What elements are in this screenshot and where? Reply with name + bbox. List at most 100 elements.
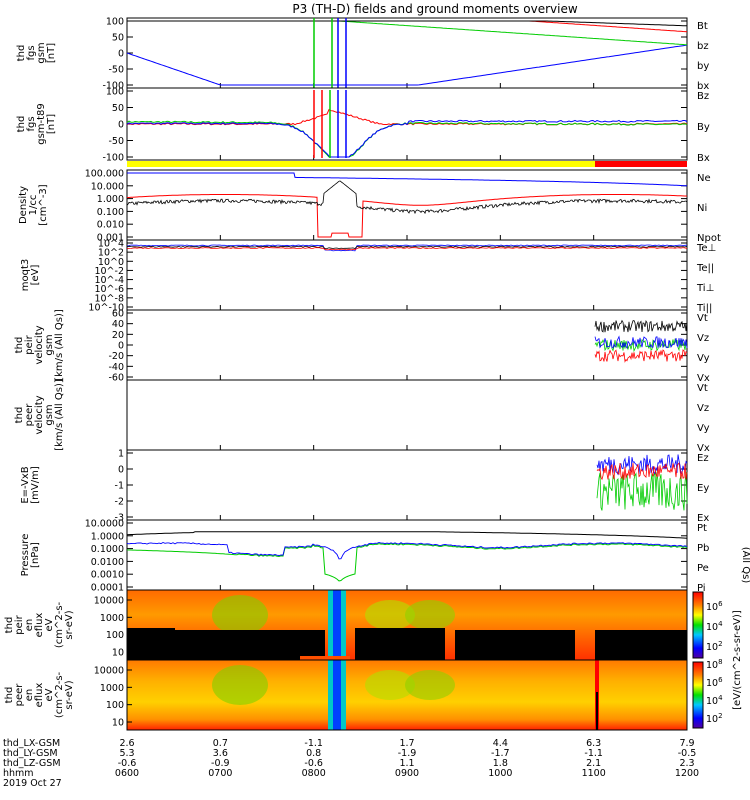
panel-peer_vel: thd peer velocity gsm [km/s (All Qs)] Vt Vz Vy V…	[14, 379, 710, 454]
y-axis-label: [nT]	[46, 114, 57, 134]
y-tick-label: 10^-4	[94, 275, 124, 286]
footer-row-label: thd_LX-GSM	[3, 738, 60, 749]
footer-value: 0700	[208, 768, 232, 779]
flux-region	[405, 670, 455, 700]
colorbar-tick-exp: 8	[718, 658, 722, 666]
y-tick-label: -40	[108, 362, 124, 373]
no-data-region	[127, 628, 175, 660]
y-axis-label: sr-eV)	[64, 610, 75, 639]
series-by	[127, 20, 688, 46]
y-axis-label: Density	[18, 186, 29, 224]
series-Bx	[126, 119, 688, 158]
y-tick-label: -50	[108, 65, 124, 76]
side-label: (All Qs)	[740, 547, 750, 584]
y-tick-label: 100	[106, 87, 124, 98]
panel-frame	[126, 379, 688, 451]
colorbar-tick-exp: 6	[718, 600, 723, 608]
series-bt	[127, 20, 688, 27]
series-Pi	[126, 542, 688, 560]
y-tick-label: 0.1000	[91, 544, 124, 555]
y-tick-label: -20	[108, 351, 124, 362]
flux-region	[365, 670, 415, 700]
flux-region	[212, 665, 268, 705]
legend-entry: Pe	[697, 563, 709, 574]
panel-fgs_minus: 100 50 0 -50 -100 thd fgs gsm-t89 [nT] Bz By Bx	[16, 87, 710, 165]
footer-value: 7.9	[679, 738, 694, 749]
legend-entry: bx	[697, 81, 709, 92]
panel-temperature: 10^410^210^010^-210^-410^-610^-810^-10 mo…	[20, 239, 716, 315]
colorbar-tick: 104	[706, 620, 723, 633]
y-tick-label: -2	[115, 497, 124, 508]
y-tick-label: 10^2	[98, 248, 124, 259]
y-tick-label: 10^4	[98, 239, 124, 250]
colorbar-tick-exp: 4	[718, 694, 723, 702]
y-axis-label: 1/cc	[28, 195, 39, 216]
legend-entry: Te||	[696, 263, 714, 274]
footer-value: 1200	[675, 768, 699, 779]
y-tick-label: 10^-2	[94, 266, 124, 277]
y-axis-label: gsm	[44, 334, 55, 355]
footer-value: -0.9	[211, 758, 230, 769]
y-axis-label: peer	[24, 403, 35, 427]
y-tick-label: 10000	[94, 666, 124, 677]
series-bx	[126, 44, 688, 86]
y-tick-label: 0	[118, 465, 124, 476]
y-axis-label: (cm^2-s-	[54, 601, 65, 648]
footer-value: 2.3	[679, 758, 694, 769]
mode-bar-fast	[595, 161, 687, 167]
footer-value: 1.8	[493, 758, 508, 769]
y-tick-label: -50	[108, 136, 124, 147]
y-tick-label: -100	[102, 153, 124, 164]
panel-frame	[126, 449, 688, 521]
y-axis-label: peir	[14, 614, 25, 634]
y-tick-label: 0	[118, 120, 124, 131]
series-Vx	[594, 335, 688, 350]
y-tick-label: 100	[106, 17, 124, 28]
y-tick-label: 60	[112, 309, 124, 320]
series-Ni	[126, 180, 688, 215]
footer-row-label: thd_LZ-GSM	[3, 758, 61, 769]
footer-value: 3.6	[213, 748, 228, 759]
no-data-region	[355, 628, 445, 660]
series-Vt	[594, 319, 688, 333]
footer-value: -1.1	[584, 748, 603, 759]
footer-value: 1.1	[399, 758, 414, 769]
legend-entry: Vz	[697, 333, 709, 344]
legend-entry: bz	[697, 41, 709, 52]
series-Ez	[596, 462, 688, 481]
y-tick-label: 100	[106, 700, 124, 711]
footer-value: 0.8	[306, 748, 321, 759]
flux-region	[212, 595, 268, 635]
footer-value: 4.4	[493, 738, 508, 749]
y-axis-label: thd	[4, 617, 15, 634]
footer-value: 1000	[488, 768, 512, 779]
colorbar-tick: 106	[706, 676, 723, 689]
y-axis-label: velocity	[34, 395, 45, 434]
y-axis-label: (cm^2-s-	[54, 671, 65, 718]
y-axis-label: [cm^-3]	[38, 184, 49, 225]
footer-value: 2.1	[586, 758, 601, 769]
y-tick-label: 1	[118, 449, 124, 460]
y-tick-label: 10	[112, 648, 124, 659]
colorbar-label: [eV/(cm^2-s-sr-eV)]	[732, 610, 743, 710]
y-axis-label: [nPa]	[30, 542, 41, 568]
y-tick-label: 1.0000	[91, 531, 124, 542]
legend-entry: Ne	[697, 173, 711, 184]
y-axis-label: [km/s (All Qs)]	[54, 379, 65, 451]
footer-value: 1.7	[399, 738, 414, 749]
flux-band-core	[333, 590, 341, 660]
colorbar-tick: 102	[706, 640, 723, 653]
series-Pt	[126, 531, 688, 539]
y-tick-label: -1	[115, 481, 124, 492]
y-tick-label: 20	[112, 330, 124, 341]
flux-band-core	[333, 660, 341, 730]
panel-frame	[126, 17, 688, 89]
legend-entry: Te⊥	[696, 243, 716, 254]
y-tick-label: 10	[112, 718, 124, 729]
y-tick-label: -3	[115, 513, 124, 524]
legend-entry: Vy	[697, 353, 710, 364]
footer-row-label: thd_LY-GSM	[3, 748, 58, 759]
legend-entry: Ey	[697, 483, 709, 494]
y-tick-label: 0	[118, 49, 124, 60]
